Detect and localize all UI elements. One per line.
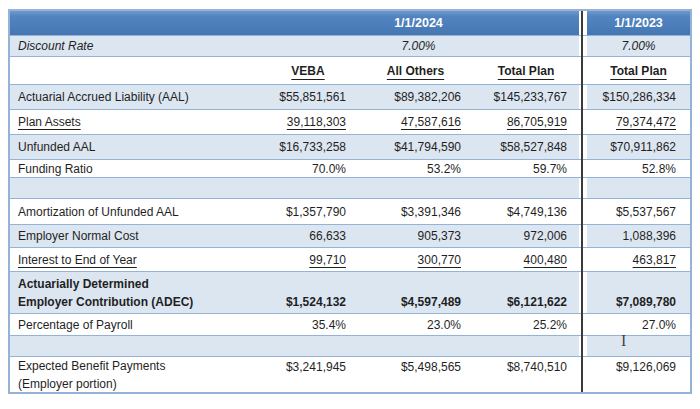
- expected-benefits-label-line1: Expected Benefit Payments: [18, 357, 165, 375]
- cell-plan-assets-all-others: 47,587,616: [358, 110, 473, 134]
- cell-unfunded-aal-prior: $70,911,862: [587, 135, 690, 159]
- table-row-adec: Actuarially Determined Employer Contribu…: [10, 271, 690, 313]
- cell-normal-cost-veba: 66,633: [258, 225, 358, 247]
- table-row-funding-ratio: Funding Ratio 70.0% 53.2% 59.7% 52.8%: [10, 159, 690, 177]
- row-label-funding-ratio: Funding Ratio: [10, 160, 258, 177]
- cell-interest-total-plan: 400,480: [473, 248, 579, 271]
- spacer-cell: [258, 178, 358, 198]
- spacer-cell: [358, 178, 473, 198]
- cell-funding-ratio-veba: 70.0%: [258, 160, 358, 177]
- cell-pct-payroll-prior: 27.0%: [587, 314, 690, 335]
- cell-expected-benefits-total-plan: $8,740,510: [473, 357, 579, 392]
- cell-plan-assets-total-plan: 86,705,919: [473, 110, 579, 134]
- discount-rate-row: Discount Rate 7.00% 7.00%: [10, 35, 690, 56]
- discount-rate-label: Discount Rate: [10, 36, 258, 56]
- valuation-date-header-row: 1/1/2024 1/1/2023: [10, 11, 690, 35]
- table-row-interest: Interest to End of Year 99,710 300,770 4…: [10, 247, 690, 271]
- cell-adec-total-plan: $6,121,622: [473, 272, 579, 313]
- spacer-cell: [587, 336, 690, 356]
- spacer-cell: [10, 336, 258, 356]
- cell-pct-payroll-veba: 35.4%: [258, 314, 358, 335]
- cell-adec-veba: $1,524,132: [258, 272, 358, 313]
- cell-plan-assets-prior: 79,374,472: [587, 110, 690, 134]
- table-row-amortization: Amortization of Unfunded AAL $1,357,790 …: [10, 198, 690, 224]
- cell-normal-cost-prior: 1,088,396: [587, 225, 690, 247]
- cell-pct-payroll-all-others: 23.0%: [358, 314, 473, 335]
- cell-unfunded-aal-veba: $16,733,258: [258, 135, 358, 159]
- cell-normal-cost-total-plan: 972,006: [473, 225, 579, 247]
- cell-interest-all-others: 300,770: [358, 248, 473, 271]
- row-label-aal: Actuarial Accrued Liability (AAL): [10, 85, 258, 109]
- cell-expected-benefits-veba: $3,241,945: [258, 357, 358, 392]
- row-label-interest: Interest to End of Year: [10, 248, 258, 271]
- cell-expected-benefits-prior: $9,126,069: [587, 357, 690, 392]
- spacer-cell: [10, 178, 258, 198]
- spacer-row: [10, 335, 690, 356]
- header-date-2023: 1/1/2023: [587, 11, 690, 35]
- table-row-plan-assets: Plan Assets 39,118,303 47,587,616 86,705…: [10, 109, 690, 134]
- cell-amortization-prior: $5,537,567: [587, 199, 690, 224]
- header-blank-cell: [10, 11, 258, 35]
- row-label-normal-cost: Employer Normal Cost: [10, 225, 258, 247]
- cell-funding-ratio-prior: 52.8%: [587, 160, 690, 177]
- spacer-row: [10, 177, 690, 198]
- cell-amortization-veba: $1,357,790: [258, 199, 358, 224]
- row-label-expected-benefits: Expected Benefit Payments (Employer port…: [10, 357, 258, 392]
- cell-pct-payroll-total-plan: 25.2%: [473, 314, 579, 335]
- cell-interest-prior: 463,817: [587, 248, 690, 271]
- cell-amortization-total-plan: $4,749,136: [473, 199, 579, 224]
- row-label-adec: Actuarially Determined Employer Contribu…: [10, 272, 258, 313]
- spacer-cell: [258, 336, 358, 356]
- section-divider-line: [581, 11, 583, 392]
- spacer-cell: [358, 336, 473, 356]
- cell-funding-ratio-total-plan: 59.7%: [473, 160, 579, 177]
- cell-unfunded-aal-all-others: $41,794,590: [358, 135, 473, 159]
- cell-expected-benefits-all-others: $5,498,565: [358, 357, 473, 392]
- cell-adec-prior: $7,089,780: [587, 272, 690, 313]
- table-row-unfunded-aal: Unfunded AAL $16,733,258 $41,794,590 $58…: [10, 134, 690, 159]
- cell-aal-all-others: $89,382,206: [358, 85, 473, 109]
- cell-plan-assets-veba: 39,118,303: [258, 110, 358, 134]
- table-row-expected-benefits: Expected Benefit Payments (Employer port…: [10, 356, 690, 392]
- row-label-plan-assets: Plan Assets: [10, 110, 258, 134]
- row-label-pct-payroll: Percentage of Payroll: [10, 314, 258, 335]
- actuarial-valuation-table: 1/1/2024 1/1/2023 Discount Rate 7.00% 7.…: [8, 9, 692, 394]
- cell-interest-veba: 99,710: [258, 248, 358, 271]
- cell-aal-total-plan: $145,233,767: [473, 85, 579, 109]
- spacer-cell: [587, 178, 690, 198]
- column-header-total-plan: Total Plan: [473, 57, 579, 84]
- cell-normal-cost-all-others: 905,373: [358, 225, 473, 247]
- discount-rate-2024: 7.00%: [258, 36, 579, 56]
- column-header-veba: VEBA: [258, 57, 358, 84]
- cell-amortization-all-others: $3,391,346: [358, 199, 473, 224]
- adec-label-line1: Actuarially Determined: [18, 275, 149, 293]
- spacer-cell: [473, 178, 579, 198]
- cell-aal-prior: $150,286,334: [587, 85, 690, 109]
- text-cursor-icon: I: [621, 333, 626, 349]
- row-label-unfunded-aal: Unfunded AAL: [10, 135, 258, 159]
- table-row-aal: Actuarial Accrued Liability (AAL) $55,85…: [10, 84, 690, 109]
- header-date-2024: 1/1/2024: [258, 11, 579, 35]
- cell-funding-ratio-all-others: 53.2%: [358, 160, 473, 177]
- column-header-all-others: All Others: [358, 57, 473, 84]
- cell-unfunded-aal-total-plan: $58,527,848: [473, 135, 579, 159]
- table-row-normal-cost: Employer Normal Cost 66,633 905,373 972,…: [10, 224, 690, 247]
- expected-benefits-label-line2: (Employer portion): [18, 375, 117, 393]
- column-header-total-plan-prior: Total Plan: [587, 57, 690, 84]
- table-row-pct-payroll: Percentage of Payroll 35.4% 23.0% 25.2% …: [10, 313, 690, 335]
- cell-aal-veba: $55,851,561: [258, 85, 358, 109]
- discount-rate-2023: 7.00%: [587, 36, 690, 56]
- column-header-blank: [10, 57, 258, 84]
- row-label-amortization: Amortization of Unfunded AAL: [10, 199, 258, 224]
- spacer-cell: [473, 336, 579, 356]
- adec-label-line2: Employer Contribution (ADEC): [18, 293, 193, 311]
- column-header-row: VEBA All Others Total Plan Total Plan: [10, 56, 690, 84]
- cell-adec-all-others: $4,597,489: [358, 272, 473, 313]
